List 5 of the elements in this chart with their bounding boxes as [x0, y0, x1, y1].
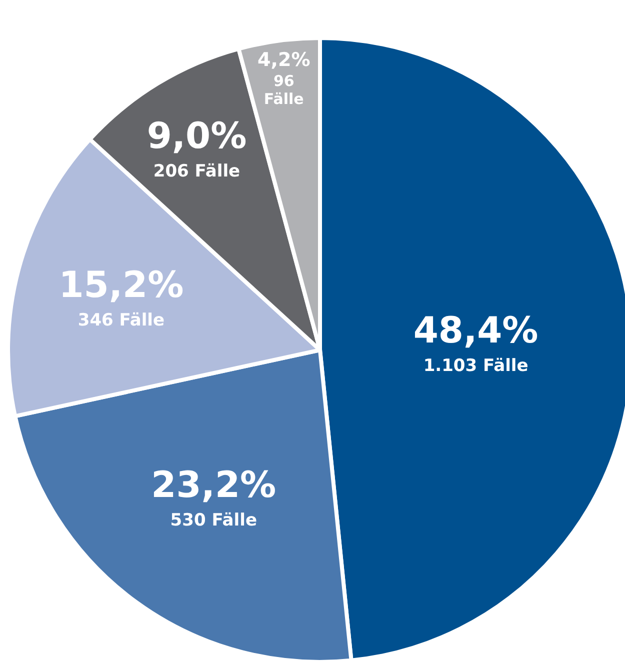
data-label: 48,4% 1.103 Fälle — [413, 310, 538, 376]
data-label: 15,2% 346 Fälle — [58, 264, 184, 330]
data-label: 4,2% 96 Fälle — [258, 48, 310, 108]
data-label: 9,0% 206 Fälle — [146, 116, 247, 182]
data-label: 23,2% 530 Fälle — [151, 464, 276, 530]
